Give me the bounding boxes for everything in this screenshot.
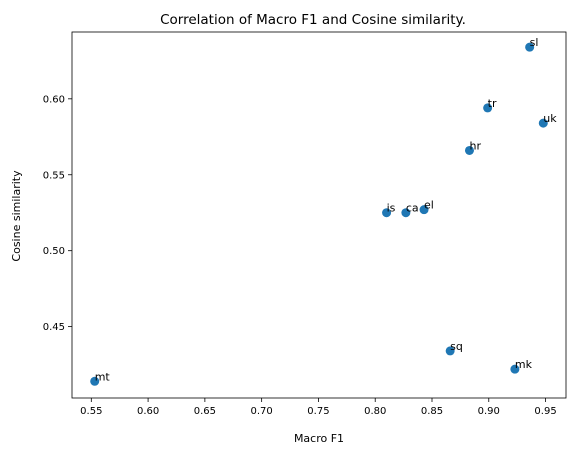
point-label-hr: hr xyxy=(469,139,481,152)
plot-area xyxy=(71,31,567,399)
x-tick-label: 0.95 xyxy=(534,406,556,417)
point-label-uk: uk xyxy=(543,112,557,125)
point-label-ca: ca xyxy=(406,202,419,215)
x-axis-label: Macro F1 xyxy=(294,432,344,445)
data-point-ca xyxy=(401,208,411,218)
data-point-mk xyxy=(510,364,520,374)
chart-title: Correlation of Macro F1 and Cosine simil… xyxy=(160,12,466,28)
data-point-tr xyxy=(483,103,493,113)
point-label-tr: tr xyxy=(488,97,497,110)
data-point-sl xyxy=(525,42,535,52)
point-label-mt: mt xyxy=(95,370,111,383)
plot-frame xyxy=(71,31,567,399)
data-point-is xyxy=(382,208,392,218)
point-label-sl: sl xyxy=(530,36,539,49)
data-point-sq xyxy=(445,346,455,356)
data-point-mt xyxy=(90,376,100,386)
point-label-is: is xyxy=(387,202,396,215)
data-points: mt is ca el sq hr tr mk sl uk xyxy=(90,36,557,386)
x-tick-label: 0.90 xyxy=(478,406,500,417)
point-label-el: el xyxy=(424,199,434,212)
data-point-el xyxy=(419,205,429,215)
x-tick-label: 0.60 xyxy=(137,406,159,417)
y-tick-label: 0.55 xyxy=(43,170,65,181)
y-tick-label: 0.60 xyxy=(43,94,65,105)
data-point-uk xyxy=(538,118,548,128)
x-tick-label: 0.65 xyxy=(194,406,216,417)
x-tick-label: 0.80 xyxy=(364,406,386,417)
x-tick-label: 0.75 xyxy=(307,406,329,417)
x-tick-label: 0.85 xyxy=(421,406,443,417)
x-tick-label: 0.55 xyxy=(80,406,102,417)
x-tick-label: 0.70 xyxy=(251,406,273,417)
y-axis-label: Cosine similarity xyxy=(10,170,23,262)
x-axis: 0.55 0.60 0.65 0.70 0.75 0.80 0.85 0.90 0.95 xyxy=(80,398,557,417)
y-tick-label: 0.45 xyxy=(43,322,65,333)
y-tick-label: 0.50 xyxy=(43,246,65,257)
y-axis: 0.45 0.50 0.55 0.60 xyxy=(43,94,72,333)
data-point-hr xyxy=(464,145,474,155)
point-label-sq: sq xyxy=(450,340,463,353)
point-label-mk: mk xyxy=(515,358,533,371)
